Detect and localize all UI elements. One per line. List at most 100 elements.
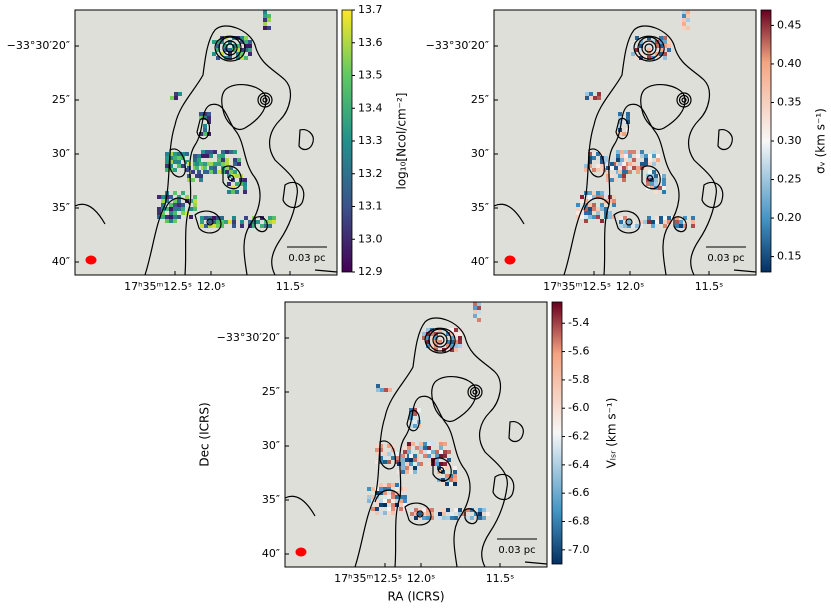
pixel	[244, 44, 248, 48]
pixel	[438, 512, 442, 516]
colorbar-tick-label: 13.2	[358, 167, 383, 180]
pixel	[624, 154, 628, 158]
pixel	[600, 203, 604, 207]
pixel	[450, 344, 454, 348]
colorbar-label: log₁₀[Ncol/cm⁻²]	[395, 92, 409, 189]
pixel	[610, 162, 614, 166]
pixel	[217, 170, 221, 174]
pixel	[659, 52, 663, 56]
pixel	[409, 454, 413, 458]
pixel	[446, 508, 450, 512]
pixel	[576, 211, 580, 215]
pixel	[600, 191, 604, 195]
pixel	[446, 340, 450, 344]
pixel	[619, 224, 623, 228]
pixel	[268, 216, 272, 220]
pixel	[682, 26, 686, 30]
pixel	[169, 203, 173, 207]
pixel	[391, 499, 395, 503]
pixel	[588, 164, 592, 168]
pixel	[626, 120, 630, 124]
pixel	[671, 220, 675, 224]
pixel	[383, 499, 387, 503]
pixel	[683, 216, 687, 220]
pixel	[272, 216, 276, 220]
pixel	[682, 18, 686, 22]
pixel	[235, 174, 239, 178]
pixel	[411, 442, 415, 446]
pixel	[597, 92, 601, 96]
pixel	[165, 164, 169, 168]
pixel	[442, 508, 446, 512]
pixel	[631, 52, 635, 56]
colorbar-tick-label: -6.2	[568, 430, 589, 443]
pixel	[474, 512, 478, 516]
pixel	[628, 166, 632, 170]
x-tick-label: 12.0ˢ	[197, 280, 226, 293]
beam	[504, 255, 516, 265]
pixel	[228, 220, 232, 224]
pixel	[610, 174, 614, 178]
pixel	[470, 508, 474, 512]
pixel	[227, 190, 231, 194]
pixel	[236, 52, 240, 56]
beam	[295, 547, 307, 557]
pixel	[380, 388, 384, 392]
pixel	[207, 112, 211, 116]
pixel	[391, 483, 395, 487]
y-axis-label: Dec (ICRS)	[198, 402, 212, 466]
pixel	[600, 152, 604, 156]
pixel	[217, 162, 221, 166]
colorbar-tick-label: 0.45	[777, 18, 802, 31]
pixel	[426, 512, 430, 516]
pixel	[592, 156, 596, 160]
x-tick-label: 11.5ˢ	[486, 572, 515, 585]
pixel	[663, 44, 667, 48]
pixel	[628, 150, 632, 154]
colorbar-label: σᵥ (km s⁻¹)	[814, 108, 828, 174]
pixel	[651, 224, 655, 228]
pixel	[383, 503, 387, 507]
pixel	[216, 220, 220, 224]
pixel	[203, 116, 207, 120]
pixel	[445, 474, 449, 478]
pixel	[199, 116, 203, 120]
pixel	[401, 462, 405, 466]
pixel	[405, 466, 409, 470]
scale-bar-label: 0.03 pc	[498, 545, 535, 556]
pixel	[606, 170, 610, 174]
pixel	[177, 207, 181, 211]
pixel	[628, 170, 632, 174]
pixel	[205, 154, 209, 158]
pixel	[632, 150, 636, 154]
pixel	[379, 499, 383, 503]
pixel	[240, 224, 244, 228]
pixel	[220, 40, 224, 44]
pixel	[618, 174, 622, 178]
pixel	[173, 152, 177, 156]
pixel	[447, 450, 451, 454]
colorbar	[551, 301, 563, 565]
pixel	[691, 224, 695, 228]
pixel	[165, 215, 169, 219]
pixel	[195, 162, 199, 166]
pixel	[379, 503, 383, 507]
pixel	[399, 507, 403, 511]
pixel	[375, 507, 379, 511]
pixel	[667, 216, 671, 220]
pixel	[379, 456, 383, 460]
y-tick-label: 35″	[52, 201, 70, 214]
colorbar-tick-label: 13.1	[358, 200, 383, 213]
pixel	[248, 48, 252, 52]
pixel	[165, 168, 169, 172]
pixel	[195, 174, 199, 178]
pixel	[439, 450, 443, 454]
pixel	[628, 158, 632, 162]
pixel	[618, 132, 622, 136]
pixel	[399, 499, 403, 503]
pixel	[431, 450, 435, 454]
pixel	[619, 216, 623, 220]
pixel	[165, 207, 169, 211]
pixel	[445, 466, 449, 470]
pixel	[264, 224, 268, 228]
